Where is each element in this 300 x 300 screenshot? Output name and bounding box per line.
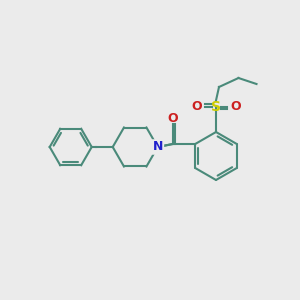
Text: O: O [167,112,178,125]
Text: S: S [211,100,221,113]
Text: O: O [230,100,241,113]
Text: N: N [152,140,163,154]
Text: N: N [152,140,163,154]
Text: O: O [191,100,202,113]
